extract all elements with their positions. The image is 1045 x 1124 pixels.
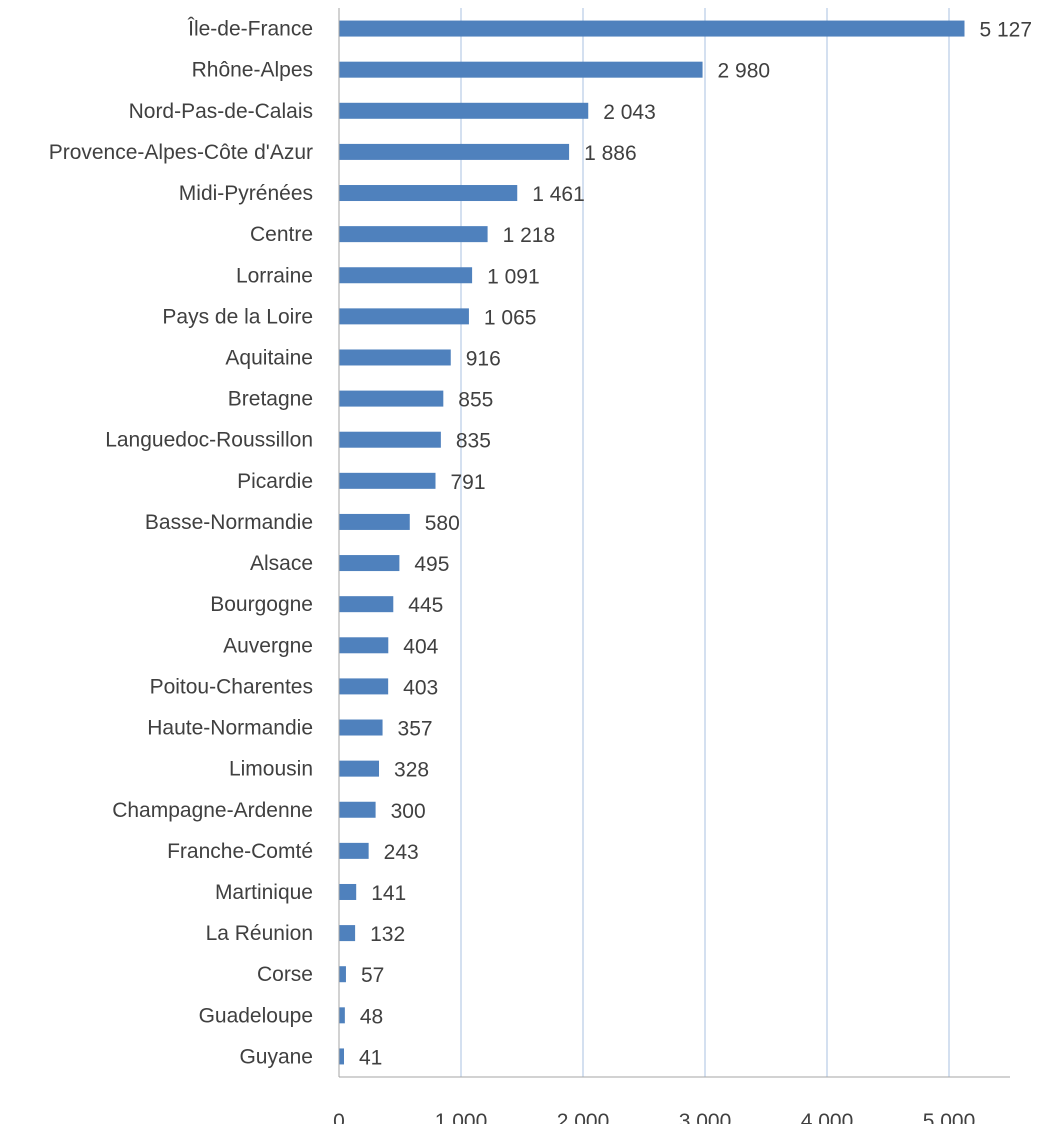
bar [339, 431, 441, 448]
bar [339, 349, 451, 366]
category-label: Guadeloupe [199, 1004, 313, 1027]
category-label: Champagne-Ardenne [112, 799, 313, 822]
category-label: Martinique [215, 881, 313, 904]
bar [339, 513, 410, 530]
value-label: 1 218 [503, 224, 556, 247]
value-label: 1 886 [584, 142, 637, 165]
x-tick-label: 0 [333, 1110, 345, 1124]
bar [339, 801, 376, 818]
category-label: Franche-Comté [167, 840, 313, 863]
value-label: 835 [456, 430, 491, 453]
x-tick-label: 2 000 [557, 1110, 610, 1124]
category-label: La Réunion [206, 922, 313, 945]
value-label: 495 [414, 553, 449, 576]
category-label: Limousin [229, 758, 313, 781]
value-label: 57 [361, 964, 384, 987]
category-label: Languedoc-Roussillon [105, 429, 313, 452]
bar [339, 143, 570, 160]
value-label: 48 [360, 1005, 383, 1028]
category-label: Rhône-Alpes [192, 59, 313, 82]
value-label: 1 065 [484, 306, 537, 329]
bar [339, 1048, 345, 1065]
value-label: 300 [391, 800, 426, 823]
value-label: 141 [371, 882, 406, 905]
category-label: Guyane [239, 1045, 313, 1068]
bar [339, 966, 346, 983]
value-label: 403 [403, 676, 438, 699]
bar [339, 185, 518, 202]
category-label: Basse-Normandie [145, 511, 313, 534]
x-tick-labels: 0 1 000 2 000 3 000 4 000 5 000 [333, 1110, 975, 1124]
bars [339, 20, 965, 1065]
value-label: 357 [398, 718, 433, 741]
x-tick-label: 3 000 [679, 1110, 732, 1124]
category-label: Bourgogne [210, 593, 313, 616]
category-label: Alsace [250, 552, 313, 575]
value-labels: 5 127 2 980 2 043 1 886 1 461 1 218 1 091 1 065… [359, 19, 1032, 1070]
value-label: 132 [370, 923, 405, 946]
bar [339, 719, 383, 736]
category-label: Poitou-Charentes [150, 675, 313, 698]
category-label: Corse [257, 963, 313, 986]
bar [339, 596, 394, 613]
value-label: 791 [451, 471, 486, 494]
value-label: 445 [408, 594, 443, 617]
value-label: 41 [359, 1046, 382, 1069]
bar [339, 1007, 345, 1024]
category-label: Haute-Normandie [147, 717, 313, 740]
value-label: 5 127 [979, 19, 1032, 42]
bar [339, 20, 965, 37]
bar [339, 883, 357, 900]
gridlines [460, 8, 950, 1077]
category-label: Auvergne [223, 634, 313, 657]
category-label: Picardie [237, 470, 313, 493]
axes [338, 8, 1010, 1078]
value-label: 580 [425, 512, 460, 535]
category-label: Centre [250, 223, 313, 246]
value-label: 1 091 [487, 265, 540, 288]
value-label: 404 [403, 635, 438, 658]
value-label: 1 461 [532, 183, 585, 206]
value-label: 328 [394, 759, 429, 782]
category-label: Lorraine [236, 264, 313, 287]
bar [339, 760, 380, 777]
bar [339, 308, 469, 325]
category-label: Nord-Pas-de-Calais [129, 100, 313, 123]
bar [339, 472, 436, 489]
category-label: Pays de la Loire [162, 305, 313, 328]
bar [339, 390, 444, 407]
bar [339, 925, 356, 942]
value-label: 2 043 [603, 101, 656, 124]
bar [339, 267, 473, 284]
bar [339, 678, 389, 695]
bar [339, 637, 389, 654]
bar [339, 555, 400, 572]
bar [339, 842, 369, 859]
category-labels: Île-de-France Rhône-Alpes Nord-Pas-de-Cala… [49, 18, 313, 1069]
value-label: 2 980 [718, 60, 771, 83]
category-label: Aquitaine [225, 346, 313, 369]
x-tick-label: 1 000 [435, 1110, 488, 1124]
category-label: Provence-Alpes-Côte d'Azur [49, 141, 313, 164]
category-label: Bretagne [228, 388, 313, 411]
category-label: Île-de-France [187, 18, 313, 41]
bar [339, 226, 488, 243]
value-label: 243 [384, 841, 419, 864]
x-tick-label: 5 000 [923, 1110, 976, 1124]
category-label: Midi-Pyrénées [179, 182, 313, 205]
value-label: 855 [458, 389, 493, 412]
value-label: 916 [466, 347, 501, 370]
bar [339, 61, 703, 78]
x-tick-label: 4 000 [801, 1110, 854, 1124]
bar [339, 102, 589, 119]
